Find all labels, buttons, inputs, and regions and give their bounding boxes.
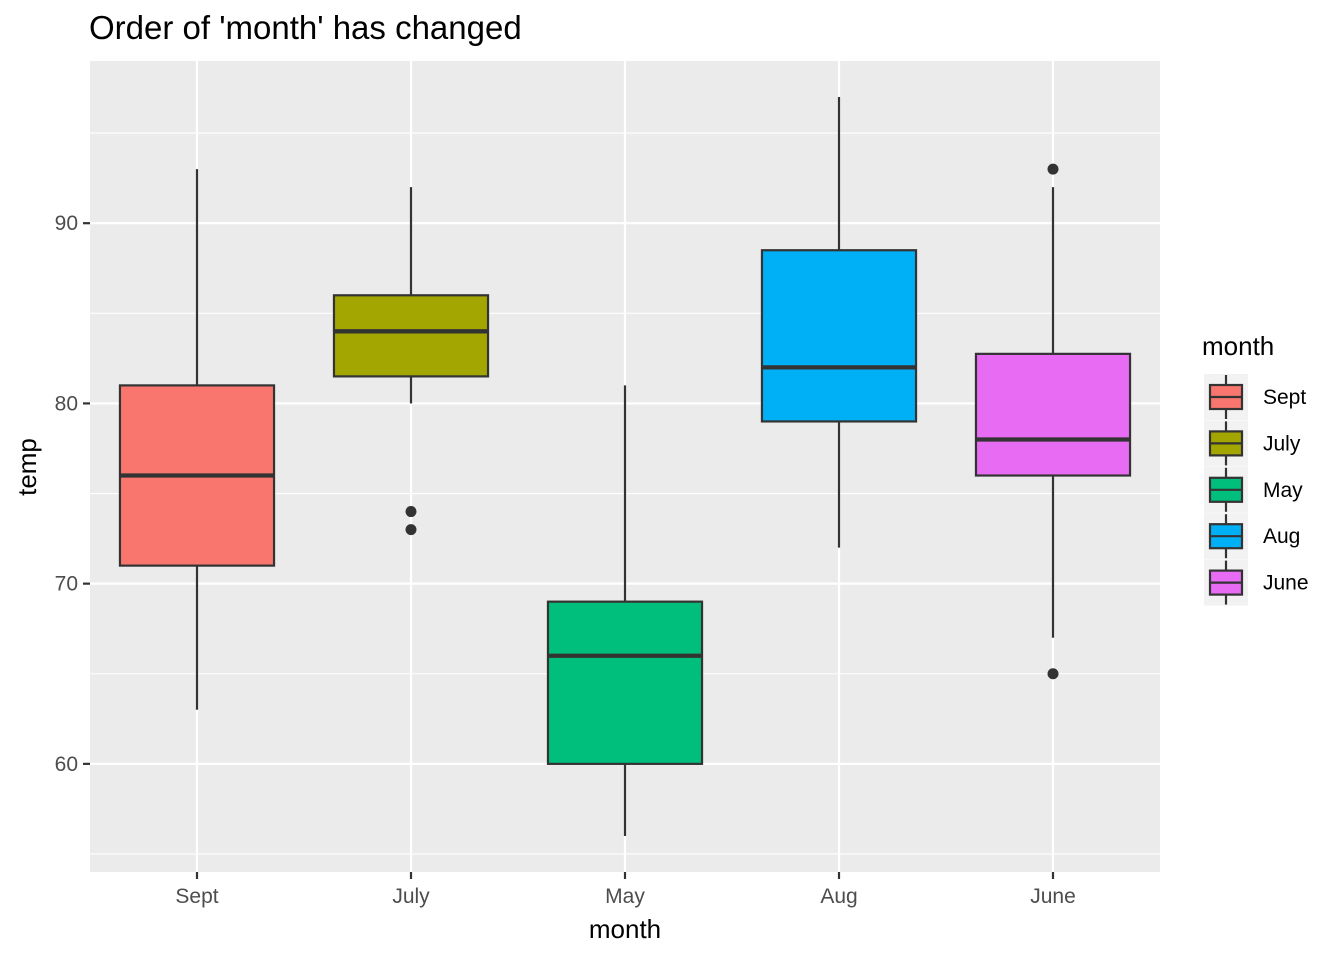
legend-title: month <box>1202 331 1274 361</box>
chart-title: Order of 'month' has changed <box>89 9 522 46</box>
legend-item-may: May <box>1204 466 1303 513</box>
x-tick-label: June <box>1030 885 1076 908</box>
legend-item-sept: Sept <box>1204 374 1306 420</box>
y-tick-label: 70 <box>55 573 78 596</box>
outlier-point <box>1047 668 1059 680</box>
box-body <box>760 249 918 423</box>
x-tick-label: July <box>392 885 430 908</box>
legend: month Sept July May Aug June <box>1202 331 1309 606</box>
y-axis-title: temp <box>12 438 42 496</box>
box-body <box>332 294 490 378</box>
legend-label: Aug <box>1263 525 1300 548</box>
outlier-point <box>405 506 417 518</box>
legend-label: July <box>1263 432 1301 455</box>
legend-label: June <box>1263 572 1309 595</box>
box-june <box>974 163 1132 680</box>
legend-label: Sept <box>1263 386 1306 409</box>
box-aug <box>760 97 918 548</box>
y-tick-label: 90 <box>55 212 78 235</box>
box-body <box>546 600 704 765</box>
x-axis: Sept July May Aug June <box>175 872 1076 908</box>
boxes <box>118 97 1132 836</box>
x-tick-label: May <box>605 885 645 908</box>
legend-label: May <box>1263 479 1303 502</box>
box-sept <box>118 169 276 710</box>
y-tick-label: 60 <box>55 753 78 776</box>
x-tick-label: Sept <box>175 885 218 908</box>
legend-item-june: June <box>1204 559 1309 606</box>
box-may <box>546 385 704 836</box>
y-axis: 60 70 80 90 <box>55 212 90 776</box>
legend-item-july: July <box>1204 420 1301 467</box>
y-tick-label: 80 <box>55 392 78 415</box>
legend-item-aug: Aug <box>1204 513 1300 560</box>
x-tick-label: Aug <box>820 885 857 908</box>
outlier-point <box>405 524 417 536</box>
outlier-point <box>1047 163 1059 175</box>
box-july <box>332 187 490 536</box>
box-body <box>974 352 1132 477</box>
x-axis-title: month <box>589 914 661 944</box>
